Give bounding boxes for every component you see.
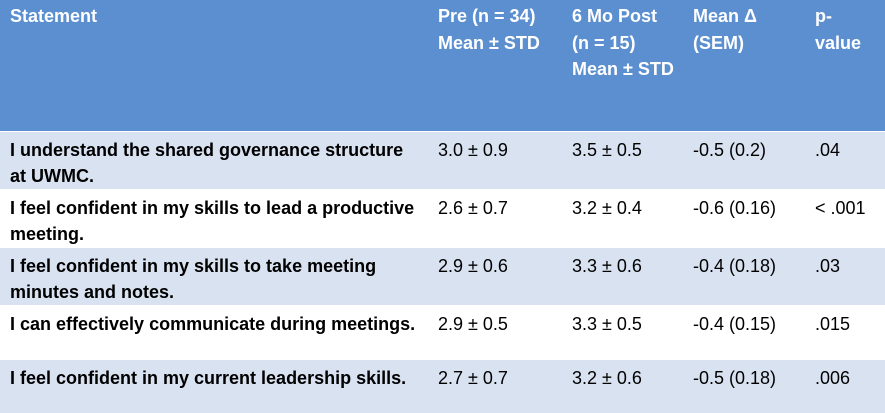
delta-cell: -0.6 (0.16) <box>683 188 805 247</box>
pre-cell: 2.6 ± 0.7 <box>428 188 562 247</box>
pre-cell: 2.9 ± 0.6 <box>428 246 562 305</box>
post-cell: 3.2 ± 0.4 <box>562 188 683 247</box>
post-cell: 3.3 ± 0.5 <box>562 304 683 359</box>
table-row: I understand the shared governance struc… <box>0 130 885 189</box>
header-pvalue: p-value <box>805 0 885 131</box>
table-row: I feel confident in my current leadershi… <box>0 358 885 413</box>
pvalue-cell: .03 <box>805 246 885 305</box>
pre-cell: 3.0 ± 0.9 <box>428 130 562 189</box>
pre-cell: 2.7 ± 0.7 <box>428 358 562 413</box>
pvalue-cell: .006 <box>805 358 885 413</box>
header-statement: Statement <box>0 0 428 131</box>
statement-cell: I feel confident in my skills to lead a … <box>0 188 428 247</box>
delta-cell: -0.4 (0.15) <box>683 304 805 359</box>
header-row: Statement Pre (n = 34) Mean ± STD 6 Mo P… <box>0 0 885 131</box>
statement-cell: I understand the shared governance struc… <box>0 130 428 189</box>
pvalue-cell: .04 <box>805 130 885 189</box>
post-cell: 3.5 ± 0.5 <box>562 130 683 189</box>
delta-cell: -0.5 (0.2) <box>683 130 805 189</box>
delta-cell: -0.4 (0.18) <box>683 246 805 305</box>
header-pre: Pre (n = 34) Mean ± STD <box>428 0 562 131</box>
post-cell: 3.2 ± 0.6 <box>562 358 683 413</box>
pvalue-cell: .015 <box>805 304 885 359</box>
pvalue-cell: < .001 <box>805 188 885 247</box>
pre-cell: 2.9 ± 0.5 <box>428 304 562 359</box>
statement-cell: I feel confident in my current leadershi… <box>0 358 428 413</box>
header-delta: Mean Δ (SEM) <box>683 0 805 131</box>
header-post: 6 Mo Post (n = 15) Mean ± STD <box>562 0 683 131</box>
statement-cell: I feel confident in my skills to take me… <box>0 246 428 305</box>
statement-cell: I can effectively communicate during mee… <box>0 304 428 359</box>
delta-cell: -0.5 (0.18) <box>683 358 805 413</box>
post-cell: 3.3 ± 0.6 <box>562 246 683 305</box>
table-row: I feel confident in my skills to lead a … <box>0 188 885 247</box>
table-row: I can effectively communicate during mee… <box>0 304 885 359</box>
table-row: I feel confident in my skills to take me… <box>0 246 885 305</box>
